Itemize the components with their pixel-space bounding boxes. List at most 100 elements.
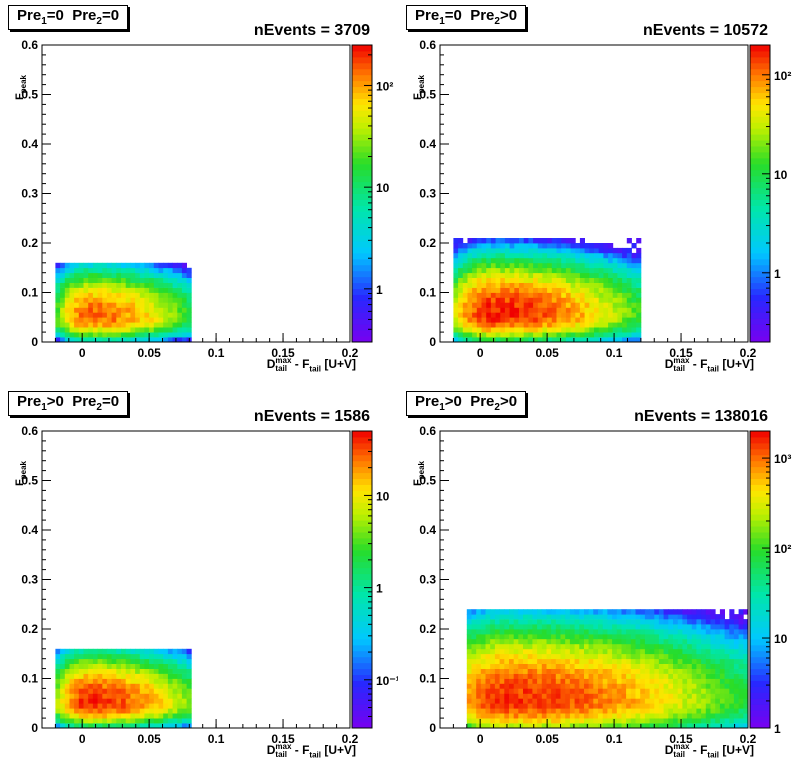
heatmap-cell [705, 653, 711, 660]
heatmap-cell [626, 257, 632, 264]
heatmap-cell [668, 718, 674, 724]
heatmap-cell [55, 678, 61, 684]
heatmap-cell [97, 718, 103, 724]
heatmap-cell [570, 277, 576, 283]
heatmap-cell [556, 302, 562, 308]
heatmap-cell [593, 653, 599, 660]
heatmap-cell [588, 683, 594, 689]
heatmap-cell [130, 708, 136, 714]
heatmap-cell [144, 663, 150, 669]
heatmap-cell [481, 282, 487, 288]
heatmap-cell [135, 332, 141, 338]
heatmap-cell [551, 678, 557, 684]
heatmap-cell [102, 653, 108, 660]
heatmap-cell [149, 708, 155, 714]
heatmap-cell [153, 693, 159, 699]
heatmap-cell [55, 658, 61, 664]
heatmap-cell [518, 638, 524, 645]
heatmap-cell [584, 703, 590, 709]
heatmap-cell [458, 277, 464, 283]
heatmap-cell [594, 307, 600, 313]
heatmap-cell [466, 713, 472, 719]
heatmap-cell [60, 262, 66, 269]
heatmap-cell [588, 703, 594, 709]
heatmap-cell [125, 713, 131, 719]
heatmap-cell [158, 262, 164, 269]
heatmap-cell [78, 698, 84, 704]
heatmap-cell [476, 307, 482, 313]
heatmap-cell [594, 327, 600, 333]
heatmap-cell [177, 653, 183, 660]
heatmap-cell [640, 713, 646, 719]
heatmap-cell [509, 287, 515, 293]
heatmap-cell [738, 648, 744, 655]
heatmap-cell [574, 668, 580, 674]
heatmap-cell [60, 307, 66, 313]
heatmap-cell [658, 663, 664, 669]
heatmap-cell [514, 243, 520, 249]
heatmap-cell [480, 663, 486, 669]
heatmap-cell [701, 643, 707, 650]
heatmap-cell [630, 688, 636, 694]
heatmap-cell [97, 317, 103, 323]
heatmap-cell [509, 619, 515, 625]
heatmap-cell [546, 683, 552, 689]
heatmap-cell [462, 287, 468, 293]
heatmap-cell [701, 703, 707, 709]
heatmap-cell [636, 247, 642, 254]
heatmap-cell [579, 277, 585, 283]
heatmap-cell [177, 723, 183, 729]
heatmap-cell [710, 609, 716, 615]
heatmap-cell [74, 327, 80, 333]
heatmap-cell [476, 663, 482, 669]
heatmap-cell [588, 688, 594, 694]
heatmap-cell [626, 287, 632, 293]
heatmap-cell [612, 252, 618, 259]
heatmap-cell [701, 693, 707, 699]
heatmap-cell [149, 322, 155, 328]
heatmap-cell [486, 277, 492, 283]
heatmap-cell [593, 683, 599, 689]
heatmap-cell [569, 658, 575, 664]
heatmap-cell [69, 332, 75, 338]
heatmap-cell [186, 297, 192, 303]
heatmap-cell [116, 317, 122, 323]
heatmap-cell [710, 658, 716, 664]
heatmap-cell [640, 658, 646, 664]
heatmap-cell [574, 673, 580, 679]
heatmap-cell [738, 633, 744, 640]
heatmap-cell [83, 723, 89, 729]
heatmap-cell [729, 653, 735, 660]
heatmap-cell [130, 658, 136, 664]
heatmap-cell [729, 713, 735, 719]
heatmap-cell [560, 708, 566, 714]
heatmap-cell [649, 653, 655, 660]
heatmap-cell [612, 282, 618, 288]
heatmap-cell [125, 277, 131, 283]
heatmap-cell [551, 703, 557, 709]
heatmap-cell [626, 678, 632, 684]
heatmap-svg: 0 0.05 0.1 0.15 0.200.10.20.30.40.50.610⁻¹11… [21, 424, 398, 746]
heatmap-cell [130, 723, 136, 729]
heatmap-cell [574, 648, 580, 655]
heatmap-cell [570, 302, 576, 308]
heatmap-cell [167, 653, 173, 660]
heatmap-cell [139, 718, 145, 724]
heatmap-cell [602, 723, 608, 729]
heatmap-cell [598, 619, 604, 625]
heatmap-cell [551, 688, 557, 694]
heatmap-cell [92, 673, 98, 679]
heatmap-cell [64, 663, 70, 669]
heatmap-cell [55, 287, 61, 293]
heatmap-cell [705, 648, 711, 655]
heatmap-cell [499, 678, 505, 684]
heatmap-cell [663, 643, 669, 650]
heatmap-cell [621, 643, 627, 650]
heatmap-cell [589, 317, 595, 323]
heatmap-cell [149, 312, 155, 318]
heatmap-cell [626, 619, 632, 625]
heatmap-cell [687, 629, 693, 635]
heatmap-cell [139, 708, 145, 714]
heatmap-cell [547, 332, 553, 338]
heatmap-cell [78, 322, 84, 328]
